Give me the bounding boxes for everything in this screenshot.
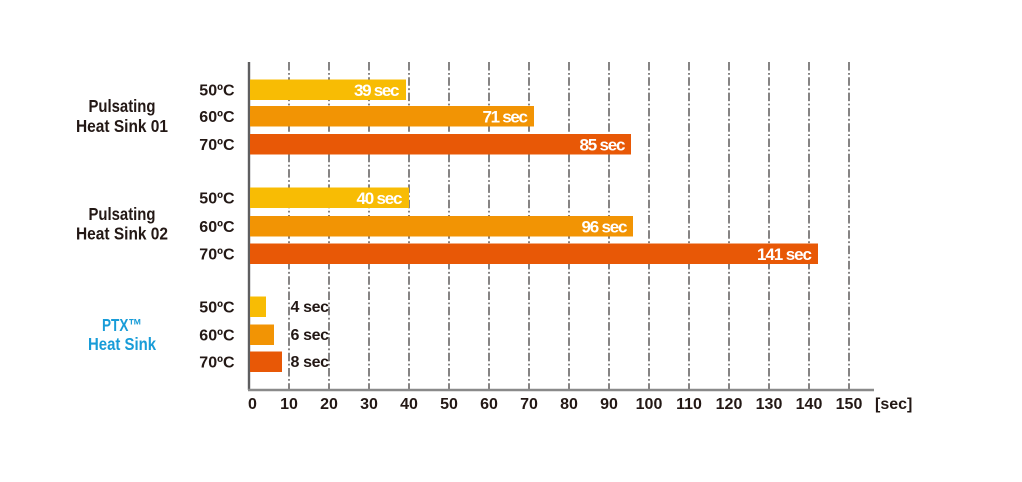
svg-text:130: 130 [756, 396, 783, 413]
svg-text:50: 50 [440, 396, 458, 413]
svg-text:Heat Sink: Heat Sink [88, 334, 156, 354]
svg-text:100: 100 [636, 396, 663, 413]
svg-text:Pulsating: Pulsating [89, 204, 156, 224]
svg-text:50ºC: 50ºC [199, 191, 235, 208]
svg-text:96 sec: 96 sec [582, 217, 628, 236]
svg-text:150: 150 [836, 396, 863, 413]
svg-text:60: 60 [480, 396, 498, 413]
svg-text:70ºC: 70ºC [199, 137, 235, 154]
svg-text:70ºC: 70ºC [199, 355, 235, 372]
svg-text:60ºC: 60ºC [199, 219, 235, 236]
svg-text:39 sec: 39 sec [354, 81, 400, 100]
svg-text:PTX™: PTX™ [102, 315, 142, 335]
svg-text:8 sec: 8 sec [291, 354, 330, 371]
svg-text:140: 140 [796, 396, 823, 413]
svg-text:71 sec: 71 sec [483, 107, 529, 126]
svg-text:90: 90 [600, 396, 618, 413]
svg-text:120: 120 [716, 396, 743, 413]
svg-text:110: 110 [676, 396, 702, 413]
svg-text:50ºC: 50ºC [199, 300, 235, 317]
svg-text:0: 0 [248, 396, 257, 413]
svg-text:40: 40 [400, 396, 418, 413]
svg-text:141 sec: 141 sec [757, 245, 812, 264]
svg-text:40 sec: 40 sec [357, 189, 403, 208]
svg-text:85 sec: 85 sec [580, 135, 626, 154]
svg-text:4 sec: 4 sec [291, 299, 330, 316]
svg-text:20: 20 [320, 396, 338, 413]
svg-text:Heat Sink 01: Heat Sink 01 [76, 116, 168, 136]
svg-text:Heat Sink 02: Heat Sink 02 [76, 224, 168, 244]
svg-text:6 sec: 6 sec [291, 327, 330, 344]
svg-text:Pulsating: Pulsating [89, 96, 156, 116]
svg-text:70: 70 [520, 396, 538, 413]
svg-text:50ºC: 50ºC [199, 83, 235, 100]
svg-text:10: 10 [280, 396, 298, 413]
svg-text:80: 80 [560, 396, 578, 413]
svg-text:70ºC: 70ºC [199, 247, 235, 264]
svg-text:[sec]: [sec] [875, 396, 912, 413]
svg-text:30: 30 [360, 396, 378, 413]
svg-text:60ºC: 60ºC [199, 328, 235, 345]
svg-text:60ºC: 60ºC [199, 109, 235, 126]
